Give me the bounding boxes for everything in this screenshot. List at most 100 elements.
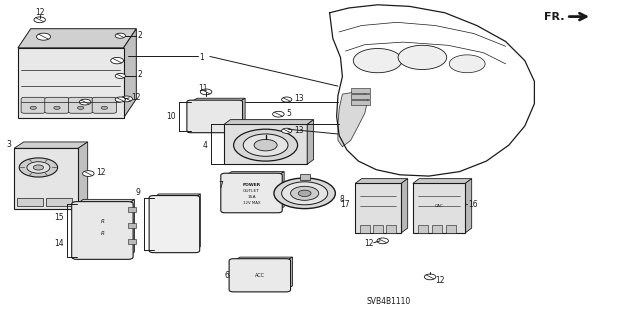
Bar (17, 198, 43, 206)
Text: 8: 8 (339, 195, 344, 204)
Text: R: R (100, 231, 104, 236)
Circle shape (111, 57, 124, 64)
Polygon shape (355, 179, 408, 183)
Circle shape (449, 55, 485, 73)
Circle shape (115, 33, 125, 38)
Bar (418, 225, 428, 233)
Circle shape (121, 96, 132, 102)
Polygon shape (78, 142, 88, 209)
FancyBboxPatch shape (221, 173, 282, 213)
Text: 12: 12 (96, 168, 106, 177)
Polygon shape (77, 199, 134, 204)
Text: 6: 6 (224, 271, 229, 280)
Bar (351, 88, 370, 93)
Text: ACC: ACC (255, 273, 265, 278)
Polygon shape (338, 91, 368, 147)
Circle shape (115, 73, 125, 78)
Circle shape (19, 158, 58, 177)
Text: CAC: CAC (435, 204, 444, 208)
Text: 2: 2 (138, 31, 142, 40)
Text: 11: 11 (198, 84, 208, 93)
Bar (128, 207, 136, 212)
Circle shape (398, 45, 447, 70)
Bar (373, 225, 383, 233)
Polygon shape (18, 29, 136, 48)
Circle shape (83, 171, 94, 176)
Polygon shape (286, 257, 292, 290)
Polygon shape (191, 98, 245, 102)
Text: 15A: 15A (247, 195, 256, 199)
Circle shape (377, 238, 388, 244)
FancyBboxPatch shape (229, 259, 291, 292)
Polygon shape (124, 29, 136, 118)
Circle shape (298, 190, 311, 197)
Text: 12: 12 (364, 239, 374, 248)
Text: 7: 7 (218, 181, 223, 189)
Circle shape (282, 182, 328, 205)
Circle shape (27, 162, 50, 173)
Text: FR.: FR. (544, 11, 564, 22)
Bar (413, 183, 465, 233)
Text: 13: 13 (294, 126, 304, 135)
Circle shape (353, 48, 402, 73)
Text: 13: 13 (294, 94, 304, 103)
Bar (355, 183, 401, 233)
Circle shape (34, 17, 45, 23)
Circle shape (234, 129, 298, 161)
Circle shape (77, 106, 84, 109)
Polygon shape (234, 257, 292, 261)
Bar (46, 198, 72, 206)
Bar (128, 223, 136, 228)
FancyBboxPatch shape (149, 196, 200, 253)
Circle shape (115, 97, 125, 102)
Bar (224, 124, 307, 164)
Bar (351, 100, 370, 105)
Bar (386, 225, 396, 233)
Text: 3: 3 (6, 140, 12, 149)
Circle shape (101, 106, 108, 109)
Text: POWER: POWER (243, 183, 260, 187)
Polygon shape (278, 172, 284, 211)
Text: 12: 12 (435, 276, 445, 285)
Polygon shape (239, 98, 245, 131)
Text: 12: 12 (35, 8, 44, 17)
Polygon shape (195, 194, 200, 250)
Circle shape (282, 128, 292, 133)
Text: 2: 2 (138, 70, 142, 79)
Polygon shape (224, 120, 314, 124)
Text: 14: 14 (54, 239, 64, 248)
Circle shape (243, 134, 288, 156)
Circle shape (274, 178, 335, 209)
FancyBboxPatch shape (68, 97, 93, 113)
FancyBboxPatch shape (45, 97, 69, 113)
Circle shape (254, 139, 277, 151)
FancyBboxPatch shape (187, 100, 243, 133)
Circle shape (200, 89, 212, 95)
Text: 15: 15 (54, 213, 64, 222)
Text: 10: 10 (166, 112, 176, 121)
Text: 12V MAX: 12V MAX (243, 201, 260, 205)
Polygon shape (14, 142, 88, 148)
Text: R: R (100, 219, 104, 224)
Text: 1: 1 (200, 53, 204, 62)
FancyBboxPatch shape (72, 202, 133, 259)
Polygon shape (14, 148, 78, 209)
Polygon shape (18, 48, 124, 118)
Circle shape (36, 33, 51, 40)
Bar (128, 239, 136, 244)
Circle shape (282, 97, 292, 102)
Circle shape (273, 111, 284, 117)
Text: 17: 17 (340, 200, 349, 209)
Circle shape (424, 274, 436, 280)
Text: SVB4B1110: SVB4B1110 (367, 297, 412, 306)
Polygon shape (413, 179, 472, 183)
Polygon shape (401, 179, 408, 233)
FancyBboxPatch shape (21, 97, 45, 113)
Circle shape (33, 165, 44, 170)
Text: 16: 16 (468, 200, 478, 209)
Bar (432, 225, 442, 233)
Text: 12: 12 (131, 93, 141, 102)
Bar (446, 225, 456, 233)
Text: 5: 5 (287, 109, 292, 118)
Circle shape (79, 99, 91, 105)
